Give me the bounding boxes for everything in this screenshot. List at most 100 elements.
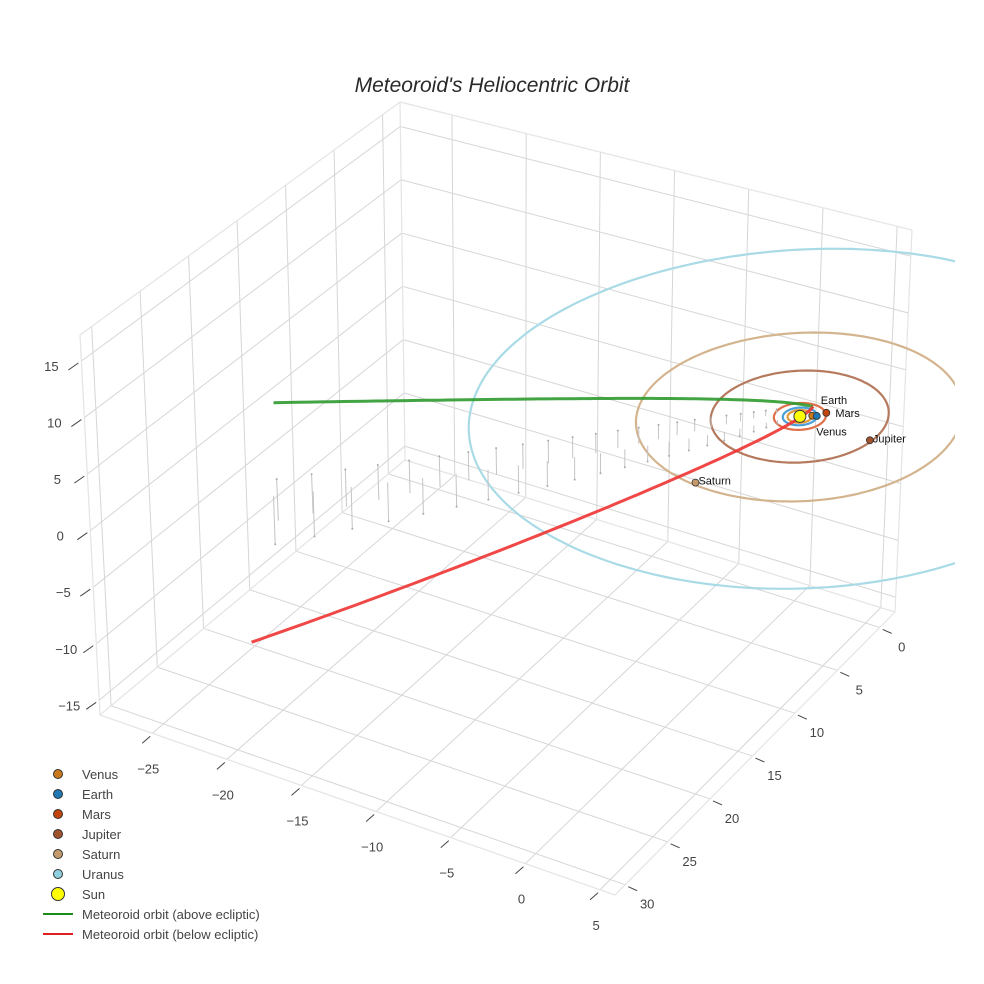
legend-marker-swatch [38, 789, 78, 799]
gridline-wall-z [98, 445, 406, 701]
gridline-floor-y [388, 473, 880, 628]
legend-item-sun[interactable]: Sun [38, 884, 260, 904]
planet-marker-saturn[interactable] [691, 478, 700, 487]
z-tick-mark [77, 532, 88, 541]
gridline-floor-x [525, 585, 811, 865]
box-edge [404, 459, 896, 613]
x-tick-label: 0 [518, 892, 525, 907]
gridline-floor-y [249, 589, 753, 757]
planet-marker-jupiter[interactable] [865, 436, 874, 445]
y-tick-mark [797, 714, 808, 720]
y-tick-mark [627, 886, 638, 892]
gridline-floor-x [301, 519, 598, 786]
axis-ticks: −25 −20 −15 −10 −5 0 5 0 5 10 15 20 25 30 −15 −10 −5 0 5 10… [44, 359, 905, 933]
x-tick-label: −25 [137, 761, 159, 776]
z-tick-mark [82, 645, 94, 654]
legend-item-meteoroid-orbit-above-ecliptic[interactable]: Meteoroid orbit (above ecliptic) [38, 904, 260, 924]
y-tick-mark [670, 843, 680, 849]
meteoroid-trajectory [251, 396, 815, 644]
gridline-floor-x [599, 607, 882, 891]
drop-line-marker [723, 439, 726, 442]
orbit-saturn [634, 331, 955, 503]
meteoroid-orbit-below [251, 405, 815, 644]
drop-line [272, 495, 276, 545]
legend-line-swatch [38, 913, 78, 915]
legend-item-meteoroid-orbit-below-ecliptic[interactable]: Meteoroid orbit (below ecliptic) [38, 924, 260, 944]
circle-marker-icon [53, 769, 63, 779]
gridline-wall-z [402, 285, 904, 428]
drop-line-marker [438, 455, 441, 458]
planet-marker-mars[interactable] [822, 408, 831, 417]
gridline-wall-x [667, 170, 676, 542]
drop-line [438, 456, 441, 487]
gridline-floor-x [226, 497, 527, 760]
drop-line-marker [646, 460, 649, 463]
drop-line-marker [344, 468, 347, 471]
gridline-floor-x [375, 541, 669, 812]
box-edge [399, 101, 913, 231]
drop-line-marker [351, 527, 354, 530]
drop-line-marker [706, 444, 709, 447]
z-tick-label: 10 [47, 416, 61, 431]
box-edge [99, 714, 616, 896]
drop-line-marker [310, 473, 313, 476]
legend-label: Uranus [82, 866, 124, 882]
planet-marker-earth[interactable] [812, 412, 821, 420]
x-tick-label: −10 [361, 840, 383, 855]
drop-line-marker [739, 412, 742, 415]
gridline-wall-z [404, 445, 896, 598]
orbit-uranus [467, 247, 955, 590]
drop-line-marker [710, 416, 713, 419]
box-edge [79, 334, 101, 716]
legend-label: Mars [82, 806, 111, 822]
z-tick-mark [71, 419, 82, 427]
circle-marker-icon [51, 887, 65, 901]
legend-item-mars[interactable]: Mars [38, 804, 260, 824]
gridline-floor-x [151, 475, 456, 734]
gridline-floor-y [110, 705, 626, 886]
legend-label: Sun [82, 886, 106, 902]
legend-marker-swatch [38, 829, 78, 839]
gridline-wall-z [95, 392, 405, 645]
drop-line-marker [623, 466, 626, 469]
x-tick-label: −15 [286, 813, 308, 828]
legend-item-saturn[interactable]: Saturn [38, 844, 260, 864]
legend-label: Venus [82, 766, 119, 782]
drop-line-marker [775, 408, 778, 411]
drop-line-marker [573, 478, 576, 481]
box-edge [894, 229, 913, 613]
gridline-wall-x [451, 114, 456, 476]
y-tick-label: 5 [856, 682, 863, 697]
legend-item-venus[interactable]: Venus [38, 764, 260, 784]
gridline-floor-y [341, 512, 838, 671]
drop-line-marker [387, 520, 390, 523]
box-edge [614, 611, 896, 896]
gridline-floor-y [295, 550, 796, 714]
gridline-wall-z [403, 339, 901, 485]
legend-item-jupiter[interactable]: Jupiter [38, 824, 260, 844]
z-tick-label: −5 [56, 585, 71, 600]
x-tick-mark [365, 814, 375, 822]
box-edge [399, 101, 406, 461]
drop-line-marker [422, 512, 425, 515]
gridline-wall-z [400, 126, 911, 257]
drop-line-marker [693, 418, 696, 421]
y-tick-label: 20 [725, 811, 739, 826]
drop-line-marker [752, 430, 755, 433]
legend-item-earth[interactable]: Earth [38, 784, 260, 804]
x-tick-mark [141, 735, 151, 744]
drop-line-marker [455, 505, 458, 508]
legend-item-uranus[interactable]: Uranus [38, 864, 260, 884]
drop-line-marker [687, 449, 690, 452]
line-icon [43, 933, 73, 935]
box-edge [99, 459, 406, 716]
y-tick-label: 30 [640, 897, 654, 912]
sun-marker[interactable] [793, 409, 807, 423]
gridline-wall-z [400, 179, 909, 314]
gridline-wall-y [333, 150, 343, 513]
gridline-wall-z [401, 232, 906, 371]
drop-line [350, 486, 353, 529]
gridline-wall-y [188, 255, 205, 629]
gridline-wall-y [382, 114, 389, 474]
